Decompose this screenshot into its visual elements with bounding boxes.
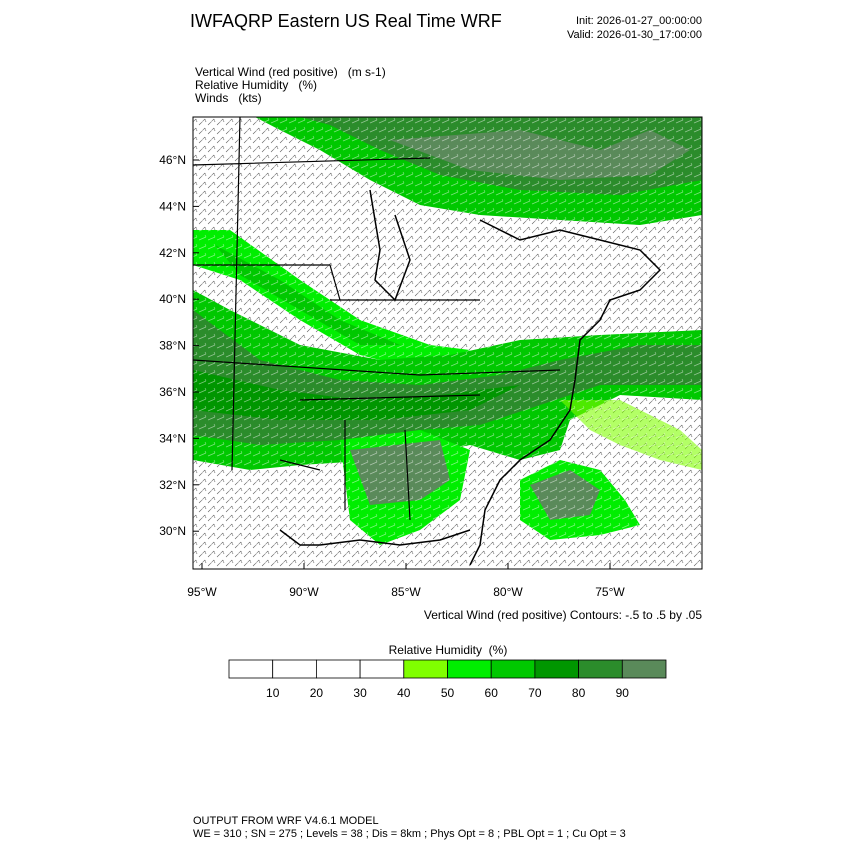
lat-label: 42°N [159, 246, 186, 260]
field-label: Vertical Wind (red positive) (m s-1) [195, 65, 386, 79]
footer-line: OUTPUT FROM WRF V4.6.1 MODEL [193, 815, 379, 827]
colorbar-tick-label: 90 [616, 686, 630, 700]
lon-label: 95°W [187, 585, 217, 599]
colorbar-tick-label: 20 [310, 686, 324, 700]
lat-label: 32°N [159, 478, 186, 492]
colorbar-tick-label: 10 [266, 686, 280, 700]
lat-labels: 46°N 44°N 42°N 40°N 38°N 36°N 34°N 32°N 30°N [159, 153, 199, 538]
footer-line: WE = 310 ; SN = 275 ; Levels = 38 ; Dis … [193, 828, 626, 840]
title: IWFAQRP Eastern US Real Time WRF [190, 11, 502, 31]
field-label: Relative Humidity (%) [195, 78, 317, 92]
colorbar-box [578, 659, 623, 679]
map-frame [192, 116, 703, 570]
colorbar-box [621, 659, 667, 679]
colorbar-title: Relative Humidity (%) [389, 643, 508, 657]
colorbar-box [228, 659, 274, 679]
colorbar-box [315, 659, 361, 679]
colorbar-box [534, 659, 580, 679]
lat-label: 30°N [159, 524, 186, 538]
colorbar-box [403, 659, 448, 679]
colorbar-box [490, 659, 536, 679]
lon-label: 80°W [493, 585, 523, 599]
lat-label: 38°N [159, 339, 186, 353]
colorbar-tick-label: 80 [572, 686, 586, 700]
colorbar-tick-label: 30 [353, 686, 367, 700]
lon-label: 85°W [391, 585, 421, 599]
colorbar-tick-label: 40 [397, 686, 411, 700]
lat-label: 44°N [159, 199, 186, 213]
lat-label: 36°N [159, 385, 186, 399]
colorbar-box [447, 659, 492, 679]
lat-label: 34°N [159, 431, 186, 445]
lon-label: 90°W [289, 585, 319, 599]
lon-labels: 95°W 90°W 85°W 80°W 75°W [187, 563, 625, 599]
init-time: Init: 2026-01-27_00:00:00 [576, 15, 702, 27]
colorbar: 10 20 30 40 50 60 70 80 90 [228, 659, 667, 700]
colorbar-box [359, 659, 405, 679]
field-list: Vertical Wind (red positive) (m s-1) Rel… [195, 65, 386, 105]
lat-label: 46°N [159, 153, 186, 167]
valid-time: Valid: 2026-01-30_17:00:00 [567, 29, 702, 41]
field-label: Winds (kts) [195, 91, 262, 105]
contour-note: Vertical Wind (red positive) Contours: -… [424, 608, 702, 622]
colorbar-tick-label: 50 [441, 686, 455, 700]
lat-label: 40°N [159, 292, 186, 306]
colorbar-box [272, 659, 317, 679]
map-panel [193, 117, 702, 569]
colorbar-tick-label: 70 [528, 686, 542, 700]
lon-label: 75°W [595, 585, 625, 599]
colorbar-tick-label: 60 [485, 686, 499, 700]
